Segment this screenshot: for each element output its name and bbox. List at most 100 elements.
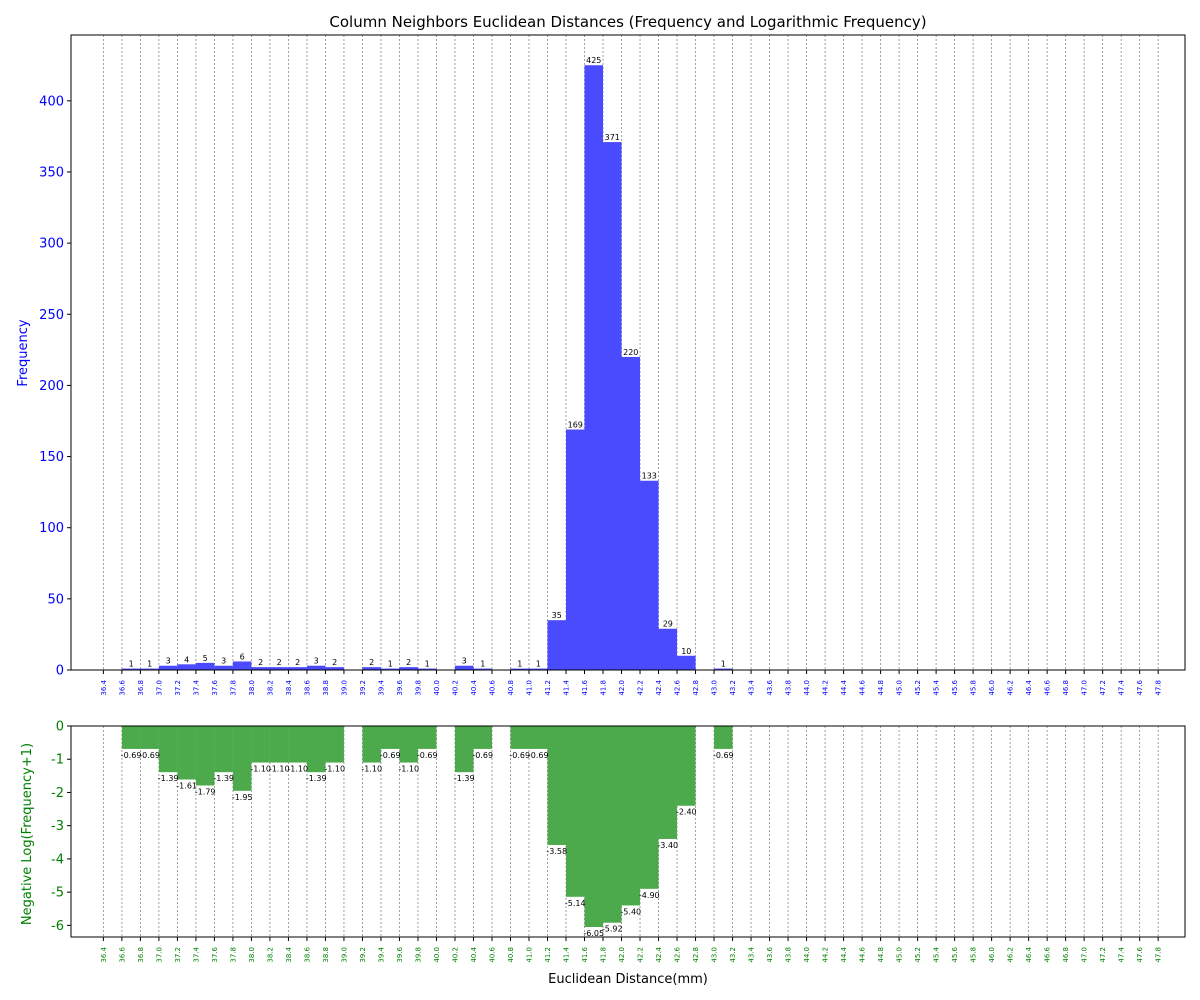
x-tick-label: 45.6	[951, 679, 959, 695]
bar-value-label: -1.10	[287, 765, 308, 774]
x-tick-label: 41.0	[525, 947, 533, 963]
top-panel: 1 1 3 4 5 3 6 2 2 2 3 2 2 1 2 1 3 1 1 1 35 169 425 371 220 133 29 1…	[16, 34, 1186, 696]
bar-value-label: 1	[147, 660, 152, 669]
bar	[121, 668, 141, 670]
x-tick-label: 42.6	[674, 946, 682, 962]
bar-value-label: -0.69	[139, 751, 160, 760]
x-tick-label: 46.6	[1044, 946, 1052, 962]
bar	[473, 668, 492, 670]
x-tick-label: 38.6	[303, 946, 311, 962]
y-tick-label: 0	[56, 664, 64, 679]
y-tick-label: 100	[39, 521, 64, 536]
top-plot-frame	[70, 34, 1186, 671]
x-tick-label: 47.6	[1136, 679, 1144, 695]
x-tick-label: 39.2	[359, 947, 367, 963]
bar-value-label: -1.61	[176, 781, 197, 790]
bar	[399, 726, 418, 763]
x-tick-label: 46.2	[1007, 680, 1015, 696]
bar-value-label: 2	[258, 658, 263, 667]
frequency-bar-labels: 1 1 3 4 5 3 6 2 2 2 3 2 2 1 2 1 3 1 1 1 35 169 425 371 220 133 29 1…	[129, 56, 726, 668]
x-tick-label: 42.8	[692, 680, 700, 696]
x-tick-label: 40.6	[488, 946, 496, 962]
x-tick-label: 41.6	[581, 679, 589, 695]
bar-value-label: 35	[552, 611, 562, 620]
bar-value-label: -5.14	[565, 899, 586, 908]
bar-value-label: 2	[332, 658, 337, 667]
bar-value-label: 3	[314, 657, 319, 666]
x-tick-label: 41.0	[525, 680, 533, 696]
x-tick-label: 38.4	[285, 679, 293, 695]
bar	[454, 726, 474, 773]
bar-value-label: 3	[221, 657, 226, 666]
bar	[603, 142, 622, 670]
x-tick-label: 38.0	[248, 680, 256, 696]
bar-value-label: -1.39	[213, 774, 234, 783]
x-tick-label: 42.2	[637, 947, 645, 963]
x-tick-label: 41.8	[600, 947, 608, 963]
x-tick-label: 40.8	[507, 680, 515, 696]
x-tick-label: 43.2	[729, 947, 737, 963]
x-tick-label: 41.4	[563, 946, 571, 962]
x-tick-label: 41.4	[563, 679, 571, 695]
bar-value-label: -1.39	[158, 774, 179, 783]
bar	[325, 726, 344, 763]
bar	[584, 726, 604, 928]
bar-value-label: -1.10	[324, 765, 345, 774]
bar-value-label: 2	[295, 658, 300, 667]
x-tick-label: 38.0	[248, 947, 256, 963]
y-tick-label: -2	[51, 786, 64, 801]
bar-value-label: -5.92	[602, 925, 623, 934]
x-tick-label: 44.4	[840, 946, 848, 962]
bar	[362, 726, 381, 763]
x-tick-label: 43.8	[785, 947, 793, 963]
x-tick-label: 37.8	[229, 947, 237, 963]
x-tick-label: 37.4	[192, 679, 200, 695]
bar	[251, 667, 270, 670]
x-tick-label: 38.8	[322, 947, 330, 963]
log-frequency-bar-labels: -0.69-0.69-1.39-1.61-1.79-1.39-1.95-1.10…	[121, 751, 734, 938]
bar	[714, 726, 733, 749]
x-tick-label: 42.4	[655, 946, 663, 962]
bar	[621, 726, 641, 906]
y-tick-label: 50	[47, 592, 64, 607]
bar	[510, 668, 529, 670]
x-tick-label: 46.2	[1007, 947, 1015, 963]
x-tick-label: 47.0	[1081, 680, 1089, 696]
x-tick-label: 44.2	[822, 947, 830, 963]
bar-value-label: -0.69	[121, 751, 142, 760]
bar-value-label: 1	[517, 660, 522, 669]
bar-value-label: -1.79	[195, 787, 216, 796]
x-tick-label: 45.4	[933, 679, 941, 695]
x-tick-label: 45.6	[951, 946, 959, 962]
x-tick-label: 47.4	[1118, 946, 1126, 962]
y-tick-label: -6	[51, 919, 64, 934]
x-tick-label: 45.2	[914, 947, 922, 963]
bar	[177, 726, 196, 780]
x-tick-label: 41.8	[600, 680, 608, 696]
bar-value-label: -2.40	[676, 808, 697, 817]
x-tick-label: 38.8	[322, 680, 330, 696]
bar-value-label: -1.10	[398, 765, 419, 774]
bar	[306, 665, 326, 670]
bottom-panel: -0.69-0.69-1.39-1.61-1.79-1.39-1.95-1.10…	[20, 720, 1186, 987]
x-tick-label: 43.4	[748, 679, 756, 695]
x-tick-label: 38.6	[303, 679, 311, 695]
x-tick-label: 46.8	[1062, 947, 1070, 963]
bar-value-label: -0.69	[509, 751, 530, 760]
bar-value-label: -5.40	[620, 907, 641, 916]
x-tick-label: 43.0	[711, 680, 719, 696]
bar	[140, 668, 159, 670]
bar	[603, 726, 622, 923]
x-tick-label: 44.4	[840, 679, 848, 695]
x-tick-label: 39.6	[396, 946, 404, 962]
x-tick-label: 40.8	[507, 947, 515, 963]
x-tick-label: 37.0	[155, 947, 163, 963]
bar-value-label: 220	[623, 348, 638, 357]
bar	[306, 726, 326, 773]
x-tick-label: 45.4	[933, 946, 941, 962]
x-tick-label: 44.8	[877, 680, 885, 696]
x-tick-label: 42.6	[674, 679, 682, 695]
bar-value-label: 425	[586, 56, 601, 65]
x-tick-label: 36.6	[118, 946, 126, 962]
x-tick-label: 39.8	[414, 947, 422, 963]
